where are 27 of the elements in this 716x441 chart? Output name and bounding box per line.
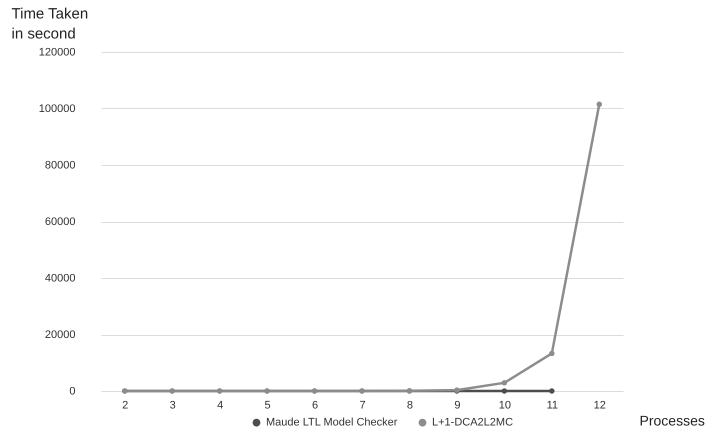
y-tick-label: 20000: [44, 329, 76, 341]
y-tick-label: 120000: [38, 46, 76, 58]
y-tick-label: 100000: [38, 103, 76, 115]
legend-label: Maude LTL Model Checker: [266, 416, 398, 429]
point: [502, 380, 508, 386]
x-tick-label: 3: [170, 400, 176, 412]
x-tick-label: 5: [264, 400, 271, 412]
y-tick-label: 80000: [44, 160, 76, 172]
point: [549, 388, 555, 394]
point: [596, 102, 602, 107]
x-tick-label: 4: [217, 400, 224, 412]
y-tick-label: 0: [69, 386, 76, 398]
x-tick-label: 10: [498, 400, 511, 412]
x-axis-title: Processes: [640, 412, 705, 428]
legend-label: L+1-DCA2L2MC: [432, 416, 514, 429]
x-tick-label: 8: [406, 400, 414, 412]
x-tick-label: 11: [546, 400, 558, 412]
y-axis-title: Time Taken in second: [12, 6, 88, 42]
point: [502, 388, 508, 394]
y-tick-label: 40000: [44, 272, 76, 284]
point: [549, 350, 555, 356]
x-tick-label: 9: [454, 400, 460, 412]
y-tick-label: 60000: [44, 216, 76, 228]
x-tick-label: 2: [122, 400, 128, 412]
x-tick-label: 7: [359, 400, 366, 412]
x-tick-label: 12: [594, 400, 606, 412]
x-tick-label: 6: [312, 400, 318, 412]
